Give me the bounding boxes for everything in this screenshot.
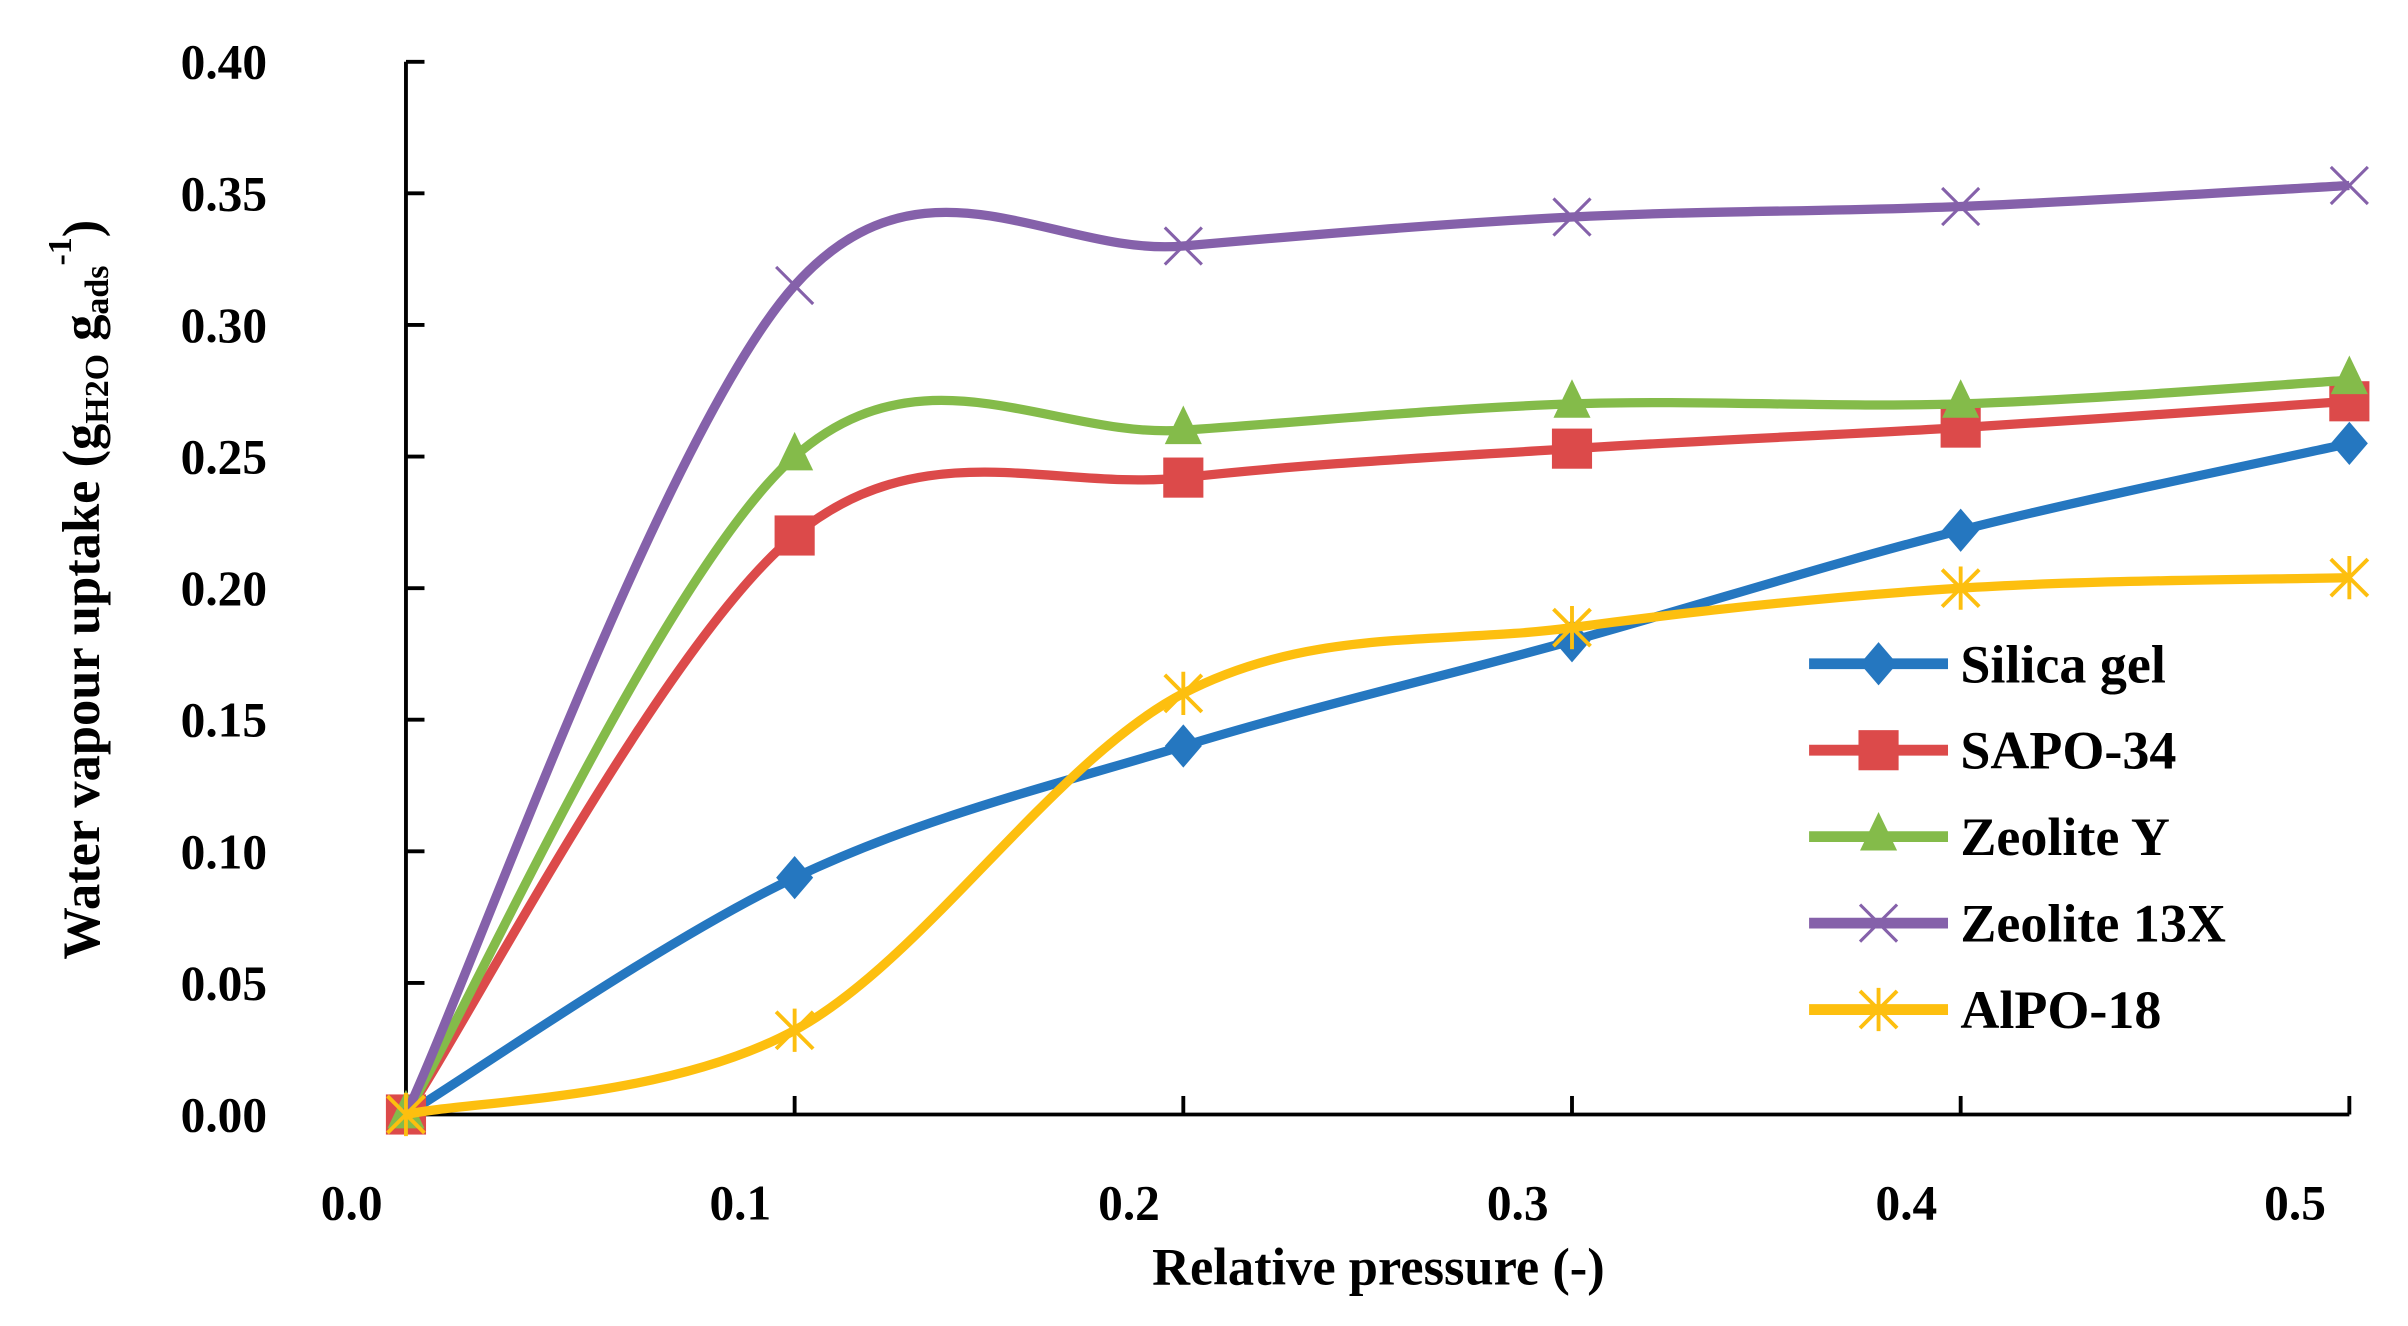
y-tick-label: 0.25 — [181, 430, 267, 485]
y-axis-title-main: Water vapour uptake (g — [53, 424, 111, 960]
data-point-zeolite-y — [1164, 405, 1202, 445]
x-tick-label: 0.2 — [1098, 1175, 1160, 1230]
legend: Silica gel SAPO-34 Zeolite Y Zeolite 13X AlP… — [1809, 634, 2226, 1040]
data-point-alpo-18 — [386, 1092, 426, 1137]
x-tick-label: 0.4 — [1876, 1175, 1938, 1230]
y-tick-label: 0.15 — [181, 693, 267, 748]
y-tick-label: 0.00 — [181, 1087, 267, 1142]
data-point-alpo-18 — [1163, 671, 1204, 716]
data-point-zeolite-y — [1942, 379, 1980, 418]
legend-item-sapo-34: SAPO-34 — [1809, 721, 2176, 781]
legend-marker-sapo-34 — [1858, 730, 1899, 771]
y-axis-title-end: ) — [53, 220, 111, 237]
data-point-silica-gel — [2330, 421, 2368, 465]
x-axis-title: Relative pressure (-) — [1152, 1238, 1605, 1296]
legend-label-sapo-34: SAPO-34 — [1960, 721, 2176, 781]
series-zeolite-y — [387, 355, 2368, 1129]
data-point-sapo-34 — [1551, 428, 1593, 469]
legend-label-alpo-18: AlPO-18 — [1960, 980, 2161, 1040]
data-point-zeolite-13x — [775, 265, 815, 306]
y-axis-title-sub1: H2O — [79, 354, 116, 424]
legend-label-silica-gel: Silica gel — [1960, 634, 2166, 694]
data-point-zeolite-y — [1553, 379, 1591, 418]
legend-item-alpo-18: AlPO-18 — [1809, 980, 2161, 1040]
legend-marker-alpo-18 — [1858, 987, 1899, 1032]
x-tick-label: 0.1 — [709, 1175, 771, 1230]
legend-label-zeolite-y: Zeolite Y — [1960, 807, 2170, 867]
data-point-alpo-18 — [774, 1008, 815, 1052]
series-line-sapo-34 — [402, 396, 2350, 1118]
data-point-zeolite-y — [2330, 355, 2368, 395]
series-line-zeolite-13x — [401, 180, 2350, 1117]
series-line-alpo-18 — [404, 572, 2350, 1120]
data-point-silica-gel — [1164, 724, 1202, 768]
data-point-zeolite-13x — [1941, 186, 1981, 227]
data-point-zeolite-13x — [1552, 197, 1592, 237]
y-axis-title-sub2: ads — [79, 266, 116, 315]
y-tick-label: 0.40 — [181, 35, 267, 90]
data-point-zeolite-13x — [2329, 165, 2369, 206]
legend-marker-silica-gel — [1860, 642, 1898, 686]
data-point-alpo-18 — [1940, 566, 1981, 610]
data-point-silica-gel — [1942, 508, 1980, 552]
series-line-zeolite-y — [401, 375, 2350, 1117]
series-group — [385, 165, 2370, 1137]
x-tick-label: 0.5 — [2264, 1175, 2326, 1230]
data-point-silica-gel — [776, 856, 814, 900]
y-tick-label: 0.35 — [181, 166, 267, 221]
axes: 0.00 0.05 0.10 0.15 0.20 0.25 0.30 0.35 0.40 0.0 0… — [181, 35, 2352, 1230]
legend-item-zeolite-y: Zeolite Y — [1809, 807, 2170, 867]
x-tick-label: 0.3 — [1487, 1175, 1549, 1230]
data-point-zeolite-y — [776, 431, 814, 471]
y-axis-title: Water vapour uptake (gH2O gads-1) — [42, 220, 116, 960]
series-alpo-18 — [386, 555, 2370, 1137]
y-tick-label: 0.30 — [181, 298, 267, 353]
legend-item-zeolite-13x: Zeolite 13X — [1809, 894, 2226, 954]
data-point-alpo-18 — [1552, 606, 1592, 650]
series-line-silica-gel — [403, 438, 2351, 1119]
y-tick-label: 0.10 — [181, 824, 267, 879]
legend-label-zeolite-13x: Zeolite 13X — [1960, 894, 2226, 954]
legend-marker-zeolite-y — [1860, 811, 1898, 851]
legend-marker-zeolite-13x — [1858, 903, 1899, 943]
data-point-zeolite-13x — [1163, 226, 1203, 266]
y-tick-label: 0.20 — [181, 561, 267, 616]
legend-item-silica-gel: Silica gel — [1809, 634, 2166, 694]
y-axis-title-mid: g — [53, 315, 111, 354]
x-tick-label: 0.0 — [321, 1175, 383, 1230]
data-point-sapo-34 — [774, 515, 815, 556]
y-tick-label: 0.05 — [181, 956, 267, 1011]
data-point-alpo-18 — [2329, 555, 2370, 600]
data-point-sapo-34 — [1163, 457, 1204, 498]
y-axis-title-sup: -1 — [42, 237, 79, 265]
